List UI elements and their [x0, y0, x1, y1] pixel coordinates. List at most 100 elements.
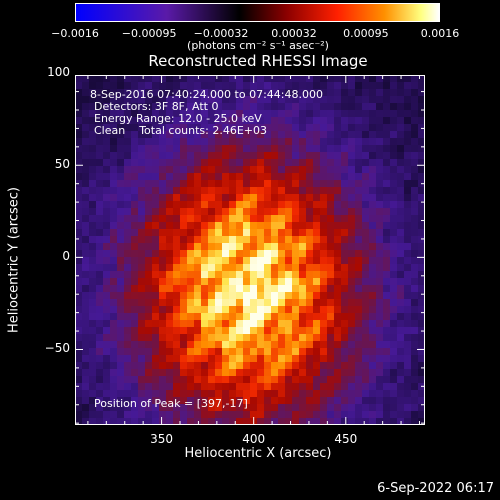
heatmap-cell — [236, 152, 244, 160]
heatmap-cell — [236, 75, 244, 83]
heatmap-cell — [75, 341, 83, 349]
heatmap-cell — [327, 257, 335, 265]
heatmap-cell — [313, 194, 321, 202]
heatmap-cell — [215, 89, 223, 97]
heatmap-cell — [418, 96, 425, 104]
heatmap-cell — [173, 152, 181, 160]
heatmap-cell — [257, 341, 265, 349]
heatmap-cell — [152, 229, 160, 237]
heatmap-cell — [124, 194, 132, 202]
heatmap-cell — [243, 229, 251, 237]
heatmap-cell — [243, 208, 251, 216]
heatmap-cell — [299, 383, 307, 391]
heatmap-cell — [257, 194, 265, 202]
heatmap-cell — [89, 159, 97, 167]
heatmap-cell — [369, 166, 377, 174]
heatmap-cell — [180, 306, 188, 314]
heatmap-cell — [194, 124, 202, 132]
heatmap-cell — [397, 117, 405, 125]
heatmap-cell — [334, 159, 342, 167]
heatmap-cell — [390, 285, 398, 293]
heatmap-cell — [341, 145, 349, 153]
heatmap-cell — [320, 145, 328, 153]
heatmap-cell — [362, 243, 370, 251]
heatmap-cell — [75, 306, 83, 314]
heatmap-cell — [285, 180, 293, 188]
heatmap-cell — [313, 362, 321, 370]
heatmap-cell — [159, 124, 167, 132]
heatmap-cell — [208, 341, 216, 349]
heatmap-cell — [166, 180, 174, 188]
heatmap-cell — [243, 313, 251, 321]
heatmap-cell — [159, 187, 167, 195]
heatmap-cell — [180, 194, 188, 202]
heatmap-cell — [82, 383, 90, 391]
heatmap-cell — [124, 390, 132, 398]
heatmap-cell — [110, 369, 118, 377]
heatmap-cell — [334, 411, 342, 419]
heatmap-cell — [110, 152, 118, 160]
heatmap-cell — [152, 187, 160, 195]
heatmap-cell — [411, 341, 419, 349]
heatmap-cell — [390, 404, 398, 412]
heatmap-cell — [243, 166, 251, 174]
heatmap-cell — [264, 117, 272, 125]
heatmap-cell — [257, 250, 265, 258]
colorbar-tick-label: −0.00032 — [193, 27, 249, 40]
heatmap-cell — [82, 292, 90, 300]
heatmap-cell — [208, 159, 216, 167]
heatmap-cell — [278, 299, 286, 307]
heatmap-cell — [341, 306, 349, 314]
heatmap-cell — [257, 411, 265, 419]
heatmap-cell — [201, 222, 209, 230]
heatmap-cell — [313, 327, 321, 335]
heatmap-cell — [138, 390, 146, 398]
heatmap-cell — [278, 327, 286, 335]
heatmap-cell — [334, 278, 342, 286]
heatmap-cell — [173, 229, 181, 237]
heatmap-cell — [271, 257, 279, 265]
heatmap-cell — [418, 306, 425, 314]
heatmap-cell — [201, 397, 209, 405]
heatmap-cell — [355, 250, 363, 258]
heatmap-cell — [320, 75, 328, 83]
heatmap-cell — [404, 110, 412, 118]
heatmap-cell — [145, 355, 153, 363]
heatmap-cell — [96, 166, 104, 174]
heatmap-cell — [348, 299, 356, 307]
heatmap-cell — [348, 124, 356, 132]
heatmap-cell — [89, 320, 97, 328]
heatmap-cell — [306, 334, 314, 342]
heatmap-cell — [327, 306, 335, 314]
heatmap-cell — [376, 173, 384, 181]
heatmap-cell — [187, 75, 195, 83]
heatmap-cell — [194, 250, 202, 258]
heatmap-cell — [208, 313, 216, 321]
heatmap-cell — [376, 236, 384, 244]
heatmap-cell — [327, 334, 335, 342]
y-tick-label: 50 — [54, 157, 70, 172]
heatmap-cell — [383, 243, 391, 251]
heatmap-cell — [152, 243, 160, 251]
heatmap-cell — [103, 306, 111, 314]
heatmap-cell — [215, 201, 223, 209]
heatmap-cell — [243, 292, 251, 300]
heatmap-cell — [173, 264, 181, 272]
heatmap-cell — [222, 264, 230, 272]
heatmap-cell — [285, 292, 293, 300]
heatmap-cell — [124, 145, 132, 153]
heatmap-cell — [201, 187, 209, 195]
heatmap-cell — [201, 229, 209, 237]
heatmap-cell — [138, 257, 146, 265]
heatmap-cell — [257, 82, 265, 90]
heatmap-cell — [89, 89, 97, 97]
heatmap-cell — [201, 159, 209, 167]
heatmap-cell — [250, 341, 258, 349]
heatmap-cell — [299, 215, 307, 223]
heatmap-cell — [250, 250, 258, 258]
heatmap-cell — [124, 82, 132, 90]
heatmap-cell — [341, 180, 349, 188]
heatmap-cell — [173, 376, 181, 384]
heatmap-cell — [334, 348, 342, 356]
heatmap-cell — [222, 404, 230, 412]
